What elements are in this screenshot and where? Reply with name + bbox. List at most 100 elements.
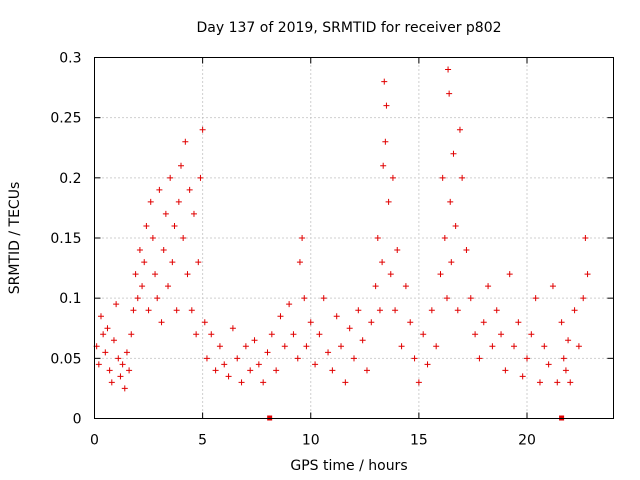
x-tick-label: 0 (90, 433, 99, 449)
data-point (303, 343, 310, 350)
data-point (197, 174, 204, 181)
data-point (565, 337, 572, 344)
data-point (281, 343, 288, 350)
data-point (149, 235, 156, 241)
data-point (387, 271, 394, 278)
data-point (506, 271, 513, 278)
data-point (234, 355, 241, 362)
data-point (329, 367, 336, 374)
data-point (459, 174, 466, 181)
data-point (584, 271, 591, 278)
data-point (380, 162, 387, 169)
data-point (346, 325, 353, 332)
data-point (221, 361, 228, 368)
data-point (338, 343, 345, 350)
data-point (381, 78, 388, 85)
y-tick-label: 0.3 (59, 51, 81, 67)
data-point (100, 331, 107, 338)
data-point (132, 271, 139, 278)
plot-frame (94, 57, 614, 419)
data-point (532, 295, 539, 302)
data-point (294, 355, 301, 362)
data-point (186, 186, 193, 193)
data-point (439, 174, 446, 181)
data-point (443, 295, 450, 302)
data-point (407, 319, 414, 326)
data-point (312, 361, 319, 368)
data-point (255, 361, 262, 368)
data-point (208, 331, 215, 338)
data-point (560, 355, 567, 362)
data-point (493, 307, 500, 314)
data-point (472, 331, 479, 338)
y-tick-label: 0 (73, 412, 82, 428)
data-point (102, 349, 109, 356)
axis-ticks (94, 57, 614, 419)
data-point (485, 283, 492, 290)
data-point (549, 283, 556, 290)
data-point (143, 222, 150, 229)
data-point (411, 355, 418, 362)
data-point (182, 138, 189, 145)
data-point (190, 210, 197, 217)
data-point (264, 349, 271, 356)
data-point (108, 379, 115, 386)
data-point (145, 307, 152, 314)
data-point (121, 385, 128, 392)
data-point (110, 337, 117, 344)
data-point (175, 198, 182, 205)
data-point (450, 150, 457, 157)
data-point (134, 295, 141, 302)
data-point (437, 271, 444, 278)
y-tick-label: 0.05 (50, 351, 81, 367)
data-point (128, 331, 135, 338)
data-point (130, 307, 137, 314)
data-point (515, 319, 522, 326)
data-point (95, 361, 102, 368)
data-point (379, 259, 386, 266)
grid-lines (94, 57, 614, 419)
data-point (325, 349, 332, 356)
data-point (582, 235, 589, 241)
data-point (260, 379, 267, 386)
data-point (562, 367, 569, 374)
data-point (184, 271, 191, 278)
x-tick-label: 20 (518, 433, 536, 449)
data-point (160, 247, 167, 254)
data-point (351, 355, 357, 362)
data-point (199, 126, 206, 133)
data-point (115, 355, 122, 362)
data-point (415, 379, 422, 386)
data-point (374, 235, 381, 241)
data-point (567, 379, 574, 386)
data-point (342, 379, 349, 386)
data-point (180, 235, 187, 241)
data-point (97, 313, 104, 320)
data-point (290, 331, 297, 338)
y-tick-label: 0.25 (50, 111, 81, 127)
data-point (173, 307, 180, 314)
data-point (355, 307, 362, 314)
data-point (554, 379, 561, 386)
data-point (476, 355, 483, 362)
data-point (193, 331, 200, 338)
data-point (385, 198, 392, 205)
data-point (447, 198, 454, 205)
data-point (448, 259, 455, 266)
data-point (498, 331, 505, 338)
data-point (104, 325, 111, 332)
x-tick-label: 10 (302, 433, 320, 449)
data-point (286, 301, 293, 308)
data-point (398, 343, 405, 350)
data-point (203, 355, 210, 362)
data-point (382, 138, 389, 145)
data-point (452, 222, 459, 229)
data-point (316, 331, 323, 338)
data-point (389, 174, 396, 181)
data-point (359, 337, 366, 344)
data-point (147, 198, 154, 205)
data-point (106, 367, 113, 374)
data-point (158, 319, 165, 326)
data-point (480, 319, 487, 326)
x-axis-label: GPS time / hours (290, 458, 407, 474)
